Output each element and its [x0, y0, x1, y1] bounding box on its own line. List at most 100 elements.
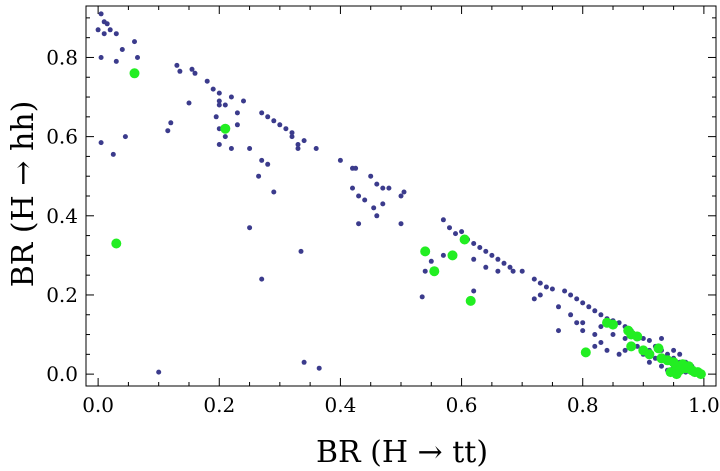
x-tick-label: 1.0	[688, 393, 720, 417]
y-axis-ticks: 0.0 0.2 0.4 0.6 0.8	[46, 17, 716, 386]
navy-point	[495, 256, 501, 262]
navy-point	[519, 268, 525, 274]
navy-point	[483, 264, 489, 270]
navy-point	[132, 39, 137, 45]
navy-point	[652, 355, 658, 361]
x-tick-label: 0.4	[325, 393, 357, 417]
navy-point	[598, 312, 604, 318]
navy-point	[101, 31, 107, 37]
navy-point	[189, 66, 195, 72]
navy-point	[295, 142, 301, 147]
navy-point	[259, 157, 265, 163]
y-tick-label: 0.4	[46, 204, 78, 228]
navy-point	[210, 86, 216, 92]
navy-point	[592, 332, 598, 337]
data-points	[95, 11, 706, 380]
navy-point	[574, 296, 580, 302]
navy-point	[283, 126, 289, 132]
navy-point	[586, 304, 592, 310]
navy-point	[271, 189, 277, 195]
navy-point	[537, 292, 543, 298]
navy-point	[222, 102, 228, 108]
navy-point	[471, 256, 477, 262]
navy-point	[604, 347, 610, 353]
navy-point	[440, 252, 446, 258]
navy-point	[356, 221, 362, 227]
navy-point	[580, 328, 586, 334]
navy-point	[471, 241, 477, 246]
navy-point	[646, 338, 652, 343]
navy-point	[398, 221, 404, 227]
navy-point	[113, 58, 119, 64]
green-point	[608, 319, 618, 330]
navy-point	[222, 134, 228, 140]
navy-point	[213, 114, 219, 120]
navy-point	[380, 185, 386, 191]
navy-point	[216, 142, 222, 147]
navy-point	[174, 62, 180, 68]
navy-point	[398, 193, 404, 199]
green-point	[626, 341, 637, 352]
navy-point	[537, 280, 543, 286]
navy-point	[531, 276, 537, 282]
y-tick-label: 0.2	[46, 283, 78, 307]
navy-point	[453, 231, 458, 237]
green-point	[459, 234, 470, 245]
navy-point	[362, 197, 368, 203]
navy-point	[165, 128, 171, 134]
navy-point	[501, 260, 507, 266]
navy-point	[228, 94, 234, 100]
navy-point	[368, 173, 374, 179]
green-point	[665, 367, 676, 378]
navy-point	[380, 201, 386, 207]
navy-point	[168, 120, 174, 126]
navy-point	[228, 146, 234, 151]
navy-point	[289, 130, 295, 136]
navy-point	[265, 161, 271, 167]
navy-point	[316, 365, 322, 371]
navy-point	[247, 146, 253, 151]
navy-point	[122, 134, 128, 140]
navy-point	[353, 165, 359, 171]
navy-point	[592, 343, 598, 349]
x-tick-label: 0.8	[567, 393, 599, 417]
navy-point	[216, 102, 222, 108]
navy-point	[616, 351, 622, 357]
navy-point	[265, 114, 271, 120]
navy-point	[107, 27, 113, 33]
navy-point	[447, 225, 452, 231]
navy-point	[186, 100, 192, 106]
navy-point	[104, 21, 110, 27]
green-point	[580, 347, 591, 358]
navy-point	[350, 185, 355, 191]
navy-point	[301, 359, 307, 365]
navy-point	[659, 336, 664, 341]
navy-point	[98, 55, 104, 60]
green-point	[695, 369, 706, 380]
navy-point	[428, 258, 434, 264]
navy-point	[471, 288, 477, 294]
navy-point	[119, 47, 125, 52]
navy-point	[337, 157, 343, 163]
navy-point	[568, 292, 574, 298]
green-point	[420, 246, 431, 257]
navy-point	[271, 118, 277, 124]
navy-point	[483, 248, 489, 254]
navy-point	[659, 363, 664, 369]
navy-point	[622, 336, 628, 341]
navy-point	[568, 312, 574, 318]
green-point	[447, 250, 458, 261]
navy-point	[677, 351, 683, 357]
navy-point	[386, 185, 392, 191]
x-tick-label: 0.0	[82, 393, 114, 417]
navy-point	[241, 98, 246, 104]
green-point	[653, 343, 664, 354]
navy-point	[289, 134, 295, 140]
navy-point	[598, 324, 604, 330]
navy-point	[419, 294, 425, 300]
navy-point	[495, 268, 501, 274]
navy-point	[507, 264, 513, 270]
navy-point	[549, 286, 555, 292]
navy-point	[622, 347, 628, 353]
